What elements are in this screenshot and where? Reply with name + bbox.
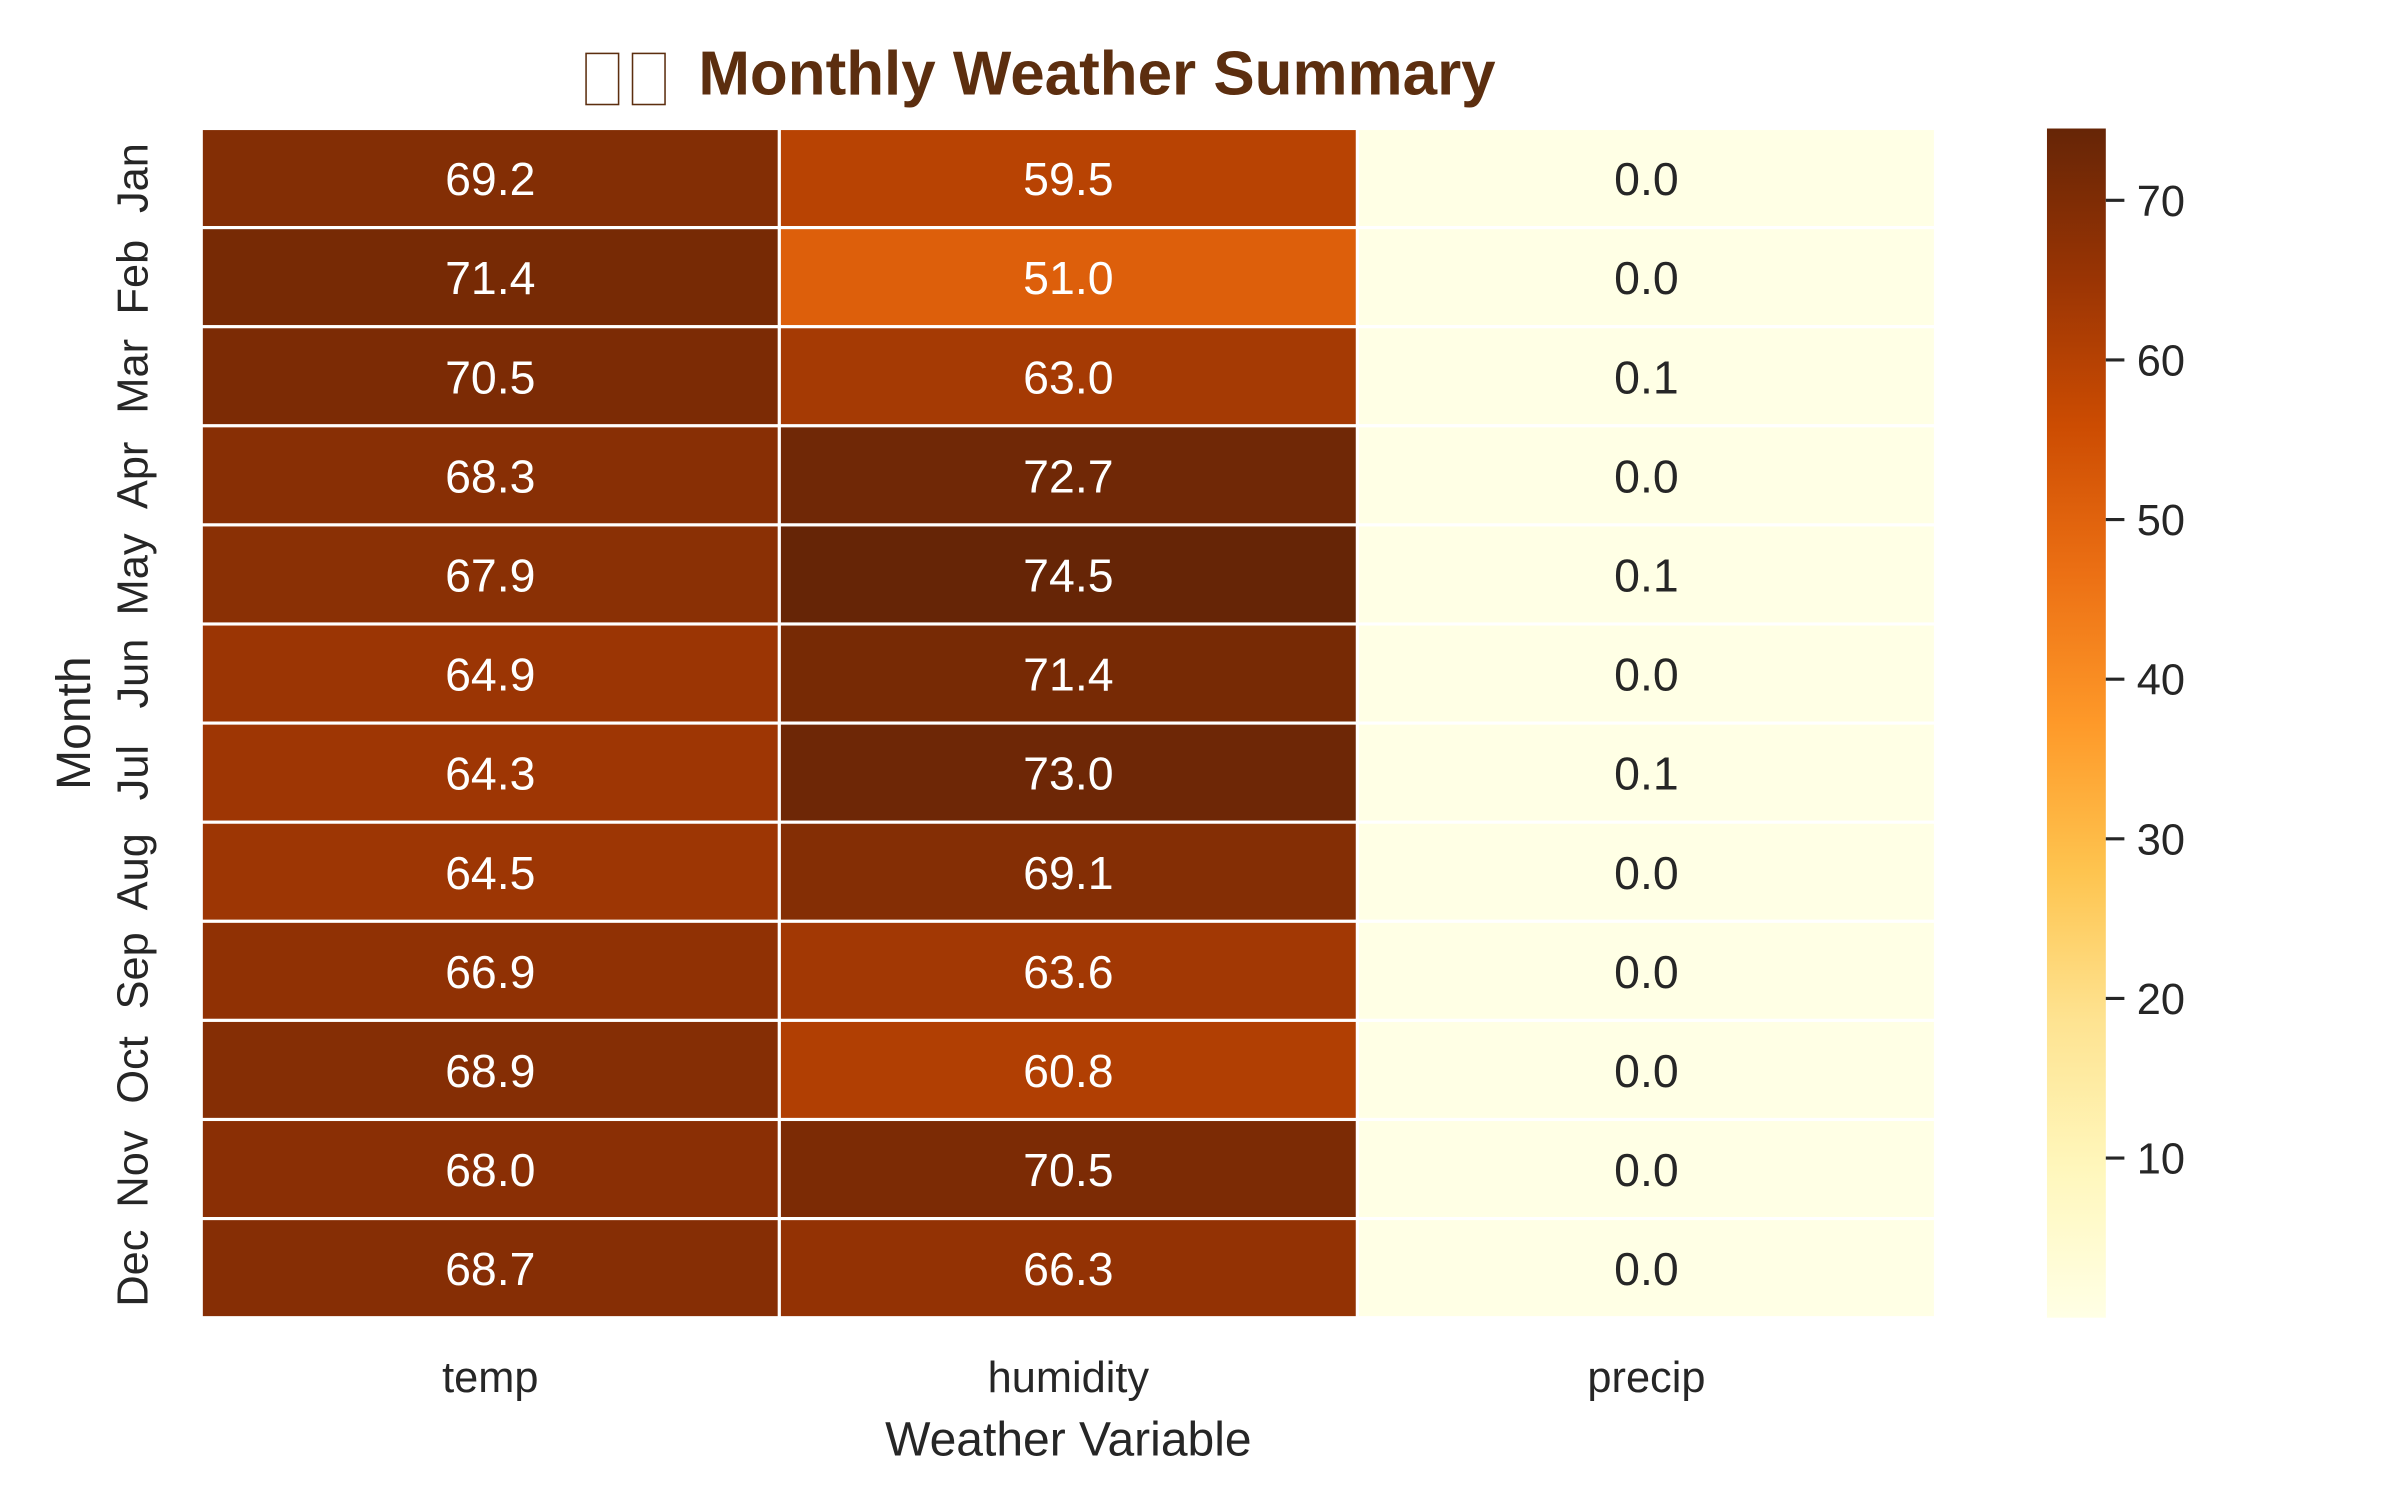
heatmap-cell-feb-precip: [1355, 226, 1938, 329]
x-tick-label: precip: [1587, 1354, 1705, 1402]
cell-value-label: 71.4: [445, 252, 535, 304]
colorbar-tick-label: 40: [2137, 657, 2185, 705]
cell-value-label: 70.5: [445, 351, 535, 403]
colorbar-tick-label: 50: [2137, 497, 2185, 545]
heatmap-cell-may-humidity: [777, 523, 1359, 626]
y-tick-label: Mar: [110, 339, 158, 414]
heatmap-cell-nov-temp: [199, 1117, 781, 1221]
cell-value-label: 0.0: [1614, 252, 1679, 304]
cell-value-label: 64.9: [445, 649, 535, 701]
cell-value-label: 0.0: [1614, 1045, 1679, 1097]
cell-value-label: 72.7: [1023, 450, 1113, 502]
x-tick-label: humidity: [988, 1354, 1150, 1402]
cell-value-label: 69.1: [1023, 847, 1113, 899]
cell-value-label: 63.0: [1023, 351, 1113, 403]
y-tick-label: Aug: [110, 833, 158, 910]
title-glyph-icon: [585, 52, 620, 106]
cell-value-label: 67.9: [445, 549, 535, 601]
heatmap-cell-apr-temp: [199, 424, 781, 527]
cell-value-label: 74.5: [1023, 549, 1113, 601]
y-tick-label: Dec: [110, 1230, 158, 1307]
cell-value-label: 0.0: [1614, 847, 1679, 899]
cell-value-label: 0.0: [1614, 1144, 1679, 1196]
y-tick-label: Jul: [110, 745, 158, 800]
cell-value-label: 0.0: [1614, 153, 1679, 205]
cell-value-label: 0.1: [1614, 549, 1679, 601]
heatmap-cell-sep-temp: [199, 919, 781, 1022]
colorbar-tick-label: 20: [2137, 976, 2185, 1024]
cell-value-label: 68.3: [445, 450, 535, 502]
y-axis-label: Month: [48, 656, 101, 789]
heatmap-cell-aug-precip: [1355, 820, 1938, 923]
cell-value-label: 51.0: [1023, 252, 1113, 304]
cell-value-label: 63.6: [1023, 946, 1113, 998]
cell-value-label: 66.9: [445, 946, 535, 998]
heatmap-cell-jun-temp: [199, 622, 781, 725]
cell-value-label: 70.5: [1023, 1144, 1113, 1196]
cell-value-label: 0.0: [1614, 1243, 1679, 1295]
y-tick-label: Nov: [110, 1130, 158, 1207]
cell-value-label: 0.0: [1614, 946, 1679, 998]
heatmap-cell-jun-humidity: [777, 622, 1359, 725]
heatmap-cell-jul-temp: [199, 721, 781, 824]
heatmap-cell-jun-precip: [1355, 622, 1938, 725]
x-axis-label: Weather Variable: [885, 1413, 1251, 1466]
heatmap-cell-dec-precip: [1355, 1217, 1938, 1320]
heatmap-cell-apr-precip: [1355, 424, 1938, 527]
cell-value-label: 69.2: [445, 153, 535, 205]
heatmap-cell-nov-precip: [1355, 1117, 1938, 1221]
cell-value-label: 73.0: [1023, 748, 1113, 800]
x-tick-label: temp: [442, 1354, 538, 1402]
heatmap-cell-jan-temp: [199, 126, 781, 230]
heatmap-cell-jul-humidity: [777, 721, 1359, 824]
cell-value-label: 66.3: [1023, 1243, 1113, 1295]
colorbar: [2046, 128, 2106, 1318]
cell-value-label: 0.0: [1614, 450, 1679, 502]
colorbar-tick-label: 60: [2137, 337, 2185, 385]
cell-value-label: 0.1: [1614, 748, 1679, 800]
cell-value-label: 68.7: [445, 1243, 535, 1295]
y-tick-label: Oct: [110, 1036, 158, 1103]
heatmap-cell-oct-humidity: [777, 1018, 1359, 1122]
heatmap-cell-aug-humidity: [777, 820, 1359, 923]
heatmap-cell-sep-precip: [1355, 919, 1938, 1022]
chart-title: Monthly Weather Summary: [698, 40, 1496, 109]
cell-value-label: 71.4: [1023, 649, 1113, 701]
cell-value-label: 64.3: [445, 748, 535, 800]
y-tick-label: Jan: [110, 143, 158, 213]
colorbar-tick-label: 30: [2137, 816, 2185, 864]
heatmap-cell-oct-precip: [1355, 1018, 1938, 1122]
cell-value-label: 68.0: [445, 1144, 535, 1196]
y-tick-label: Sep: [110, 932, 158, 1009]
title-glyph-icon: [631, 52, 666, 106]
colorbar-tick-label: 70: [2137, 178, 2185, 226]
heatmap-cell-aug-temp: [199, 820, 781, 923]
colorbar-tick-label: 10: [2137, 1136, 2185, 1184]
cell-value-label: 59.5: [1023, 153, 1113, 205]
heatmap-cell-oct-temp: [199, 1018, 781, 1122]
y-tick-label: Feb: [110, 240, 158, 315]
heatmap-cell-dec-humidity: [777, 1217, 1359, 1320]
heatmap-cell-dec-temp: [199, 1217, 781, 1320]
cell-value-label: 68.9: [445, 1045, 535, 1097]
y-tick-label: Apr: [110, 442, 158, 509]
y-tick-label: May: [110, 533, 158, 615]
heatmap-cell-jan-precip: [1355, 126, 1938, 230]
cell-value-label: 64.5: [445, 847, 535, 899]
cell-value-label: 60.8: [1023, 1045, 1113, 1097]
heatmap-cell-mar-humidity: [777, 325, 1359, 428]
cell-value-label: 0.0: [1614, 649, 1679, 701]
heatmap-cell-jul-precip: [1355, 721, 1938, 824]
heatmap-cell-jan-humidity: [777, 126, 1359, 230]
cell-value-label: 0.1: [1614, 351, 1679, 403]
y-tick-label: Jun: [110, 639, 158, 709]
